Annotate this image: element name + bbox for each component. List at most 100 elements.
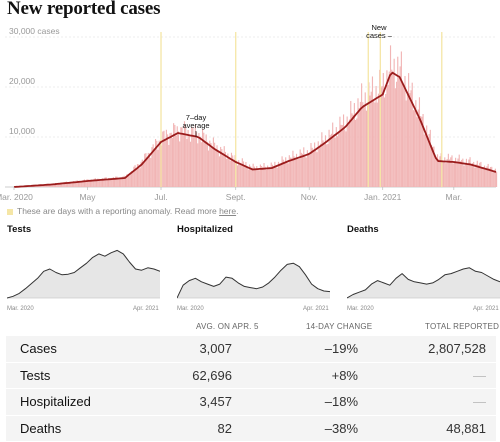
daily-bar <box>407 92 408 187</box>
daily-bar <box>219 156 220 187</box>
daily-bar <box>467 163 468 187</box>
daily-bar <box>360 102 361 187</box>
daily-bar <box>198 133 199 187</box>
row-label: Hospitalized <box>6 389 112 416</box>
daily-bar <box>295 160 296 187</box>
daily-bar <box>350 101 351 187</box>
anomaly-swatch-icon <box>7 209 13 215</box>
daily-bar <box>190 142 191 187</box>
daily-bar <box>251 168 252 187</box>
daily-bar <box>237 165 238 187</box>
daily-bar <box>316 152 317 187</box>
read-more-link[interactable]: here <box>219 206 236 216</box>
daily-bar <box>396 82 397 187</box>
daily-bar <box>394 59 395 187</box>
daily-bar <box>284 162 285 187</box>
daily-bar <box>477 161 478 187</box>
daily-bar <box>384 97 385 187</box>
daily-bar <box>100 181 101 187</box>
daily-bar <box>139 168 140 187</box>
daily-bar <box>290 158 291 187</box>
deaths-x-start: Mar. 2020 <box>347 306 374 312</box>
daily-bar <box>398 76 399 188</box>
daily-bar <box>342 125 343 187</box>
daily-bar <box>377 103 378 187</box>
daily-bar <box>208 151 209 187</box>
col-avg-header: AVG. ON APR. 5 <box>196 322 259 331</box>
daily-bar <box>218 151 219 187</box>
daily-bar <box>447 159 448 187</box>
daily-bar <box>378 94 379 187</box>
daily-bar <box>224 146 225 187</box>
daily-bar <box>414 111 415 187</box>
daily-bar <box>454 161 455 187</box>
daily-bar <box>339 117 340 187</box>
daily-bar <box>388 85 389 187</box>
daily-bar <box>483 167 484 187</box>
x-tick-label: Mar. <box>446 192 463 202</box>
table-row: Tests 62,696 +8% — <box>6 362 496 389</box>
daily-bar <box>315 151 316 187</box>
daily-bar <box>347 117 348 187</box>
daily-bar <box>310 143 311 187</box>
row-change: +8% <box>236 362 362 389</box>
daily-bar <box>321 132 322 187</box>
daily-bar <box>391 70 392 187</box>
daily-bar <box>274 162 275 187</box>
daily-bar <box>488 164 489 187</box>
daily-bar <box>492 172 493 187</box>
daily-bar <box>144 154 145 187</box>
daily-bar <box>430 130 431 187</box>
daily-bar <box>269 169 270 187</box>
daily-bar <box>183 134 184 187</box>
daily-bar <box>147 159 148 187</box>
daily-bar <box>239 163 240 187</box>
daily-bar <box>376 86 377 187</box>
daily-bar <box>136 168 137 187</box>
daily-bar <box>298 159 299 187</box>
daily-bar <box>263 163 264 187</box>
tests-x-start: Mar. 2020 <box>7 306 34 312</box>
daily-bar <box>167 134 168 187</box>
daily-bar <box>231 153 232 187</box>
daily-bar <box>226 159 227 187</box>
daily-bar <box>351 113 352 187</box>
daily-bar <box>154 149 155 187</box>
daily-bar <box>169 133 170 187</box>
daily-bar <box>132 172 133 187</box>
daily-bar <box>327 144 328 187</box>
daily-bar <box>244 165 245 187</box>
daily-bar <box>207 142 208 187</box>
daily-bar <box>273 166 274 187</box>
table-row: Cases 3,007 –19% 2,807,528 <box>6 336 496 362</box>
daily-bar <box>265 167 266 187</box>
daily-bar <box>300 149 301 187</box>
daily-bar <box>259 170 260 187</box>
col-change-header: 14-DAY CHANGE <box>306 322 372 331</box>
daily-bar <box>374 103 375 187</box>
stats-table: Cases 3,007 –19% 2,807,528 Tests 62,696 … <box>6 336 496 442</box>
row-label: Cases <box>6 336 112 362</box>
daily-bar <box>201 142 202 187</box>
daily-bar <box>410 90 411 187</box>
daily-bar <box>294 156 295 187</box>
daily-bar <box>291 158 292 187</box>
daily-bar <box>331 134 332 187</box>
daily-bar <box>337 136 338 187</box>
daily-bar <box>362 102 363 187</box>
daily-bar <box>313 150 314 187</box>
daily-bar <box>403 87 404 187</box>
daily-bar <box>336 127 337 187</box>
hospitalized-sparkline <box>177 234 330 304</box>
daily-bar <box>400 66 401 187</box>
daily-bar <box>349 119 350 187</box>
daily-bar <box>431 145 432 187</box>
daily-bar <box>248 169 249 187</box>
row-total: — <box>362 362 496 389</box>
deaths-sparkline <box>347 234 500 304</box>
daily-bar <box>81 182 82 187</box>
deaths-x-end: Apr. 2021 <box>473 306 499 312</box>
daily-bar <box>460 161 461 187</box>
row-avg: 82 <box>112 415 236 442</box>
